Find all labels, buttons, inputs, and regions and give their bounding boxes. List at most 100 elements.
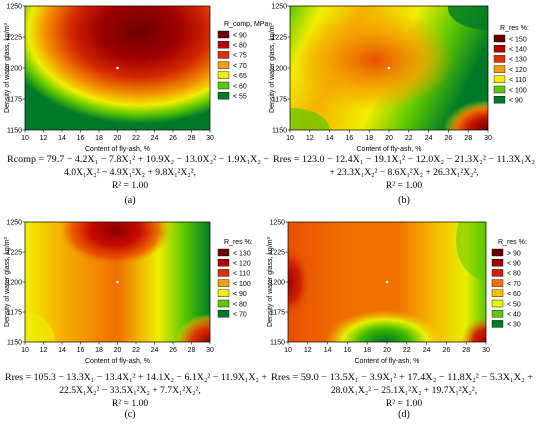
equation-line: Rcomp = 79.7 − 4.2X₁ − 7.8X₁² + 10.9X₂ −… bbox=[7, 154, 269, 165]
legend-entry: < 80 bbox=[233, 43, 247, 50]
x-axis-label: Content of fly-ash, % bbox=[357, 146, 422, 153]
x-tick-label: 22 bbox=[405, 135, 413, 142]
equation-line: R² = 1.00 bbox=[386, 180, 422, 191]
legend-swatch bbox=[491, 248, 504, 257]
equation-line: 22.5X₁X₂² − 33.5X₁²X₂ + 7.7X₁²X₂², bbox=[59, 385, 201, 396]
legend-entry: > 90 bbox=[507, 250, 521, 257]
x-axis-label: Content of fly-ash, % bbox=[85, 358, 150, 365]
panel-label: (d) bbox=[398, 409, 410, 420]
legend-swatch bbox=[217, 259, 230, 267]
equation-line: Rres = 59.0 − 13.5X₁ − 3.9X₁² + 17.4X₂ −… bbox=[271, 372, 533, 383]
x-tick-label: 14 bbox=[326, 135, 334, 142]
x-tick-label: 20 bbox=[114, 135, 122, 142]
equation-line: + 23.3X₁X₂² − 8.6X₁²X₂ + 26.3X₁²X₂², bbox=[329, 167, 478, 178]
equation-line: 28.0X₁X₂² − 25.1X₁²X₂ + 19.7X₁²X₂², bbox=[331, 385, 477, 396]
legend-entry: < 120 bbox=[509, 67, 527, 74]
x-tick-label: 20 bbox=[383, 347, 391, 354]
x-tick-label: 16 bbox=[77, 347, 85, 354]
x-tick-label: 12 bbox=[306, 135, 314, 142]
legend-entry: < 140 bbox=[509, 47, 527, 54]
panel-c-heatmap bbox=[25, 222, 210, 342]
center-point bbox=[387, 66, 391, 70]
x-tick-label: 14 bbox=[58, 347, 66, 354]
x-tick-label: 30 bbox=[484, 135, 492, 142]
y-tick-label: 1175 bbox=[7, 97, 22, 104]
legend-swatch bbox=[217, 248, 230, 257]
x-tick-label: 28 bbox=[188, 135, 196, 142]
center-point bbox=[385, 280, 389, 284]
y-axis-label: Density of water glass, kg/m³ bbox=[4, 236, 11, 327]
legend-swatch bbox=[493, 45, 506, 53]
legend-title: R_res %: bbox=[500, 25, 529, 32]
legend-swatch bbox=[217, 279, 230, 287]
x-tick-label: 12 bbox=[304, 347, 312, 354]
legend-swatch bbox=[491, 320, 504, 328]
legend-entry: < 90 bbox=[507, 261, 521, 268]
y-tick-label: 1225 bbox=[269, 250, 285, 257]
y-tick-label: 1225 bbox=[271, 35, 287, 42]
legend-swatch bbox=[217, 289, 230, 297]
x-axis-label: Content of fly-ash, % bbox=[355, 358, 420, 365]
y-tick-label: 1250 bbox=[271, 4, 287, 11]
legend-entry: < 70 bbox=[233, 63, 247, 70]
legend-entry: < 70 bbox=[233, 312, 247, 319]
panel-label: (b) bbox=[398, 195, 410, 206]
legend-entry: < 130 bbox=[509, 57, 527, 64]
legend-title: R_res %: bbox=[498, 239, 527, 246]
y-tick-label: 1200 bbox=[6, 66, 22, 73]
x-tick-label: 24 bbox=[151, 347, 159, 354]
x-tick-label: 24 bbox=[151, 135, 159, 142]
x-tick-label: 26 bbox=[443, 347, 451, 354]
x-tick-label: 24 bbox=[425, 135, 433, 142]
x-tick-label: 22 bbox=[132, 135, 140, 142]
x-tick-label: 18 bbox=[95, 347, 103, 354]
x-tick-label: 12 bbox=[40, 347, 48, 354]
legend-entry: < 130 bbox=[233, 250, 251, 257]
legend-entry: < 100 bbox=[509, 87, 527, 94]
x-tick-label: 18 bbox=[95, 135, 103, 142]
y-tick-label: 1150 bbox=[7, 340, 22, 347]
x-tick-label: 20 bbox=[385, 135, 393, 142]
legend-swatch bbox=[491, 279, 504, 287]
legend-swatch bbox=[491, 269, 504, 277]
legend-swatch bbox=[493, 34, 506, 43]
legend-swatch bbox=[217, 61, 230, 69]
legend-swatch bbox=[217, 41, 230, 49]
legend-swatch bbox=[493, 95, 506, 104]
equation-line: Rres = 105.3 − 13.3X₁ − 13.4X₁² + 14.1X₂… bbox=[5, 372, 267, 383]
legend-entry: < 65 bbox=[233, 73, 247, 80]
x-tick-label: 14 bbox=[324, 347, 332, 354]
x-tick-label: 28 bbox=[188, 347, 196, 354]
x-tick-label: 28 bbox=[462, 347, 470, 354]
equation-line: R² = 1.00 bbox=[112, 398, 148, 409]
legend-entry: < 80 bbox=[233, 301, 247, 308]
y-tick-label: 1250 bbox=[6, 4, 22, 11]
x-tick-label: 26 bbox=[169, 135, 177, 142]
y-axis-label: Density of water glass, kg/m³ bbox=[267, 236, 274, 327]
y-tick-label: 1200 bbox=[269, 280, 285, 287]
legend-swatch bbox=[491, 289, 504, 297]
equation-line: R² = 1.00 bbox=[386, 398, 422, 409]
legend-entry: < 60 bbox=[233, 83, 247, 90]
x-tick-label: 18 bbox=[365, 135, 373, 142]
panel-label: (a) bbox=[124, 195, 135, 206]
legend-swatch bbox=[491, 259, 504, 267]
x-tick-label: 10 bbox=[284, 347, 292, 354]
y-axis-label: Density of water glass, kg/m³ bbox=[269, 22, 276, 113]
legend-entry: < 150 bbox=[509, 36, 527, 43]
center-point bbox=[116, 66, 119, 70]
equation-line: Rres = 123.0 − 12.4X₁ − 19.1X₁² − 12.0X₂… bbox=[273, 154, 535, 165]
legend-swatch bbox=[217, 71, 230, 80]
panel-a: 10 12 14 16 18 20 22 24 26 28 30 1150 1175 1200 1225 12… bbox=[4, 4, 270, 207]
legend-entry: < 110 bbox=[233, 271, 250, 278]
y-tick-label: 1150 bbox=[272, 128, 287, 135]
x-tick-label: 14 bbox=[58, 135, 66, 142]
x-tick-label: 10 bbox=[286, 135, 294, 142]
legend-entry: < 60 bbox=[507, 291, 521, 298]
legend-entry: < 90 bbox=[509, 98, 523, 105]
legend-entry: < 30 bbox=[507, 322, 521, 329]
legend-swatch bbox=[493, 65, 506, 73]
legend-swatch bbox=[493, 85, 506, 94]
y-tick-label: 1175 bbox=[272, 97, 287, 104]
panel-b: 10 12 14 16 18 20 22 24 26 28 30 1150 1175 1200 1225 12… bbox=[269, 4, 535, 207]
